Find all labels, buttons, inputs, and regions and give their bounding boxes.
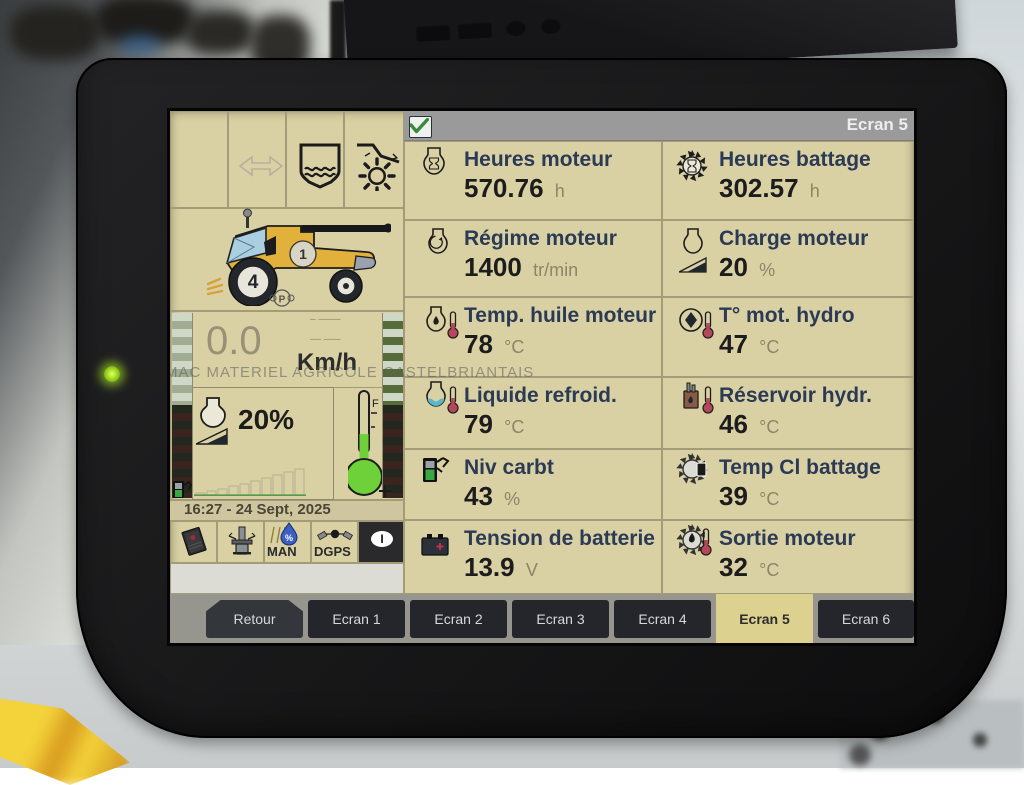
svg-text:%: % xyxy=(285,533,293,543)
svg-text:4: 4 xyxy=(248,272,259,293)
svg-text:1: 1 xyxy=(299,246,307,262)
svg-text:F: F xyxy=(372,398,379,410)
svg-text:P: P xyxy=(279,295,286,306)
